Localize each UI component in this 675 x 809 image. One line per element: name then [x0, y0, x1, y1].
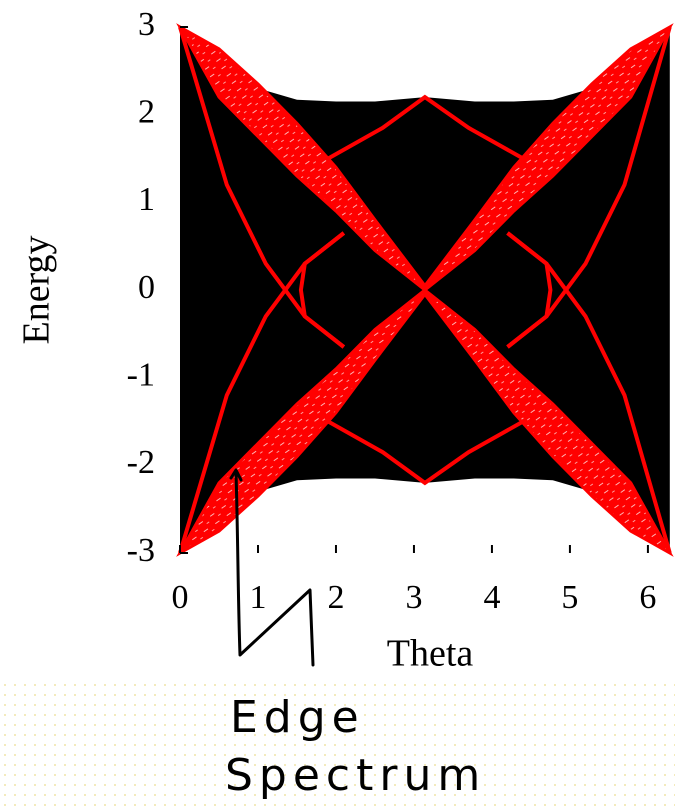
plot-area [180, 27, 670, 553]
x-tick-label: 6 [639, 579, 656, 616]
x-tick-label: 5 [561, 579, 578, 616]
x-tick-label: 4 [483, 579, 500, 616]
y-tick-label: -1 [127, 356, 155, 393]
x-axis-label: Theta [387, 633, 474, 675]
y-tick-label: -2 [127, 444, 155, 481]
y-tick-label: -3 [127, 532, 155, 569]
y-tick-label: 3 [138, 6, 155, 43]
x-tick-label: 2 [327, 579, 344, 616]
x-tick-label: 0 [172, 579, 189, 616]
y-tick-label: 1 [138, 181, 155, 218]
chart: Theta Energy EdgeSpectrum 0123456-3-2-10… [0, 0, 675, 809]
x-tick-label: 1 [249, 579, 266, 616]
y-tick-label: 2 [138, 93, 155, 130]
x-tick-label: 3 [405, 579, 422, 616]
y-axis-label: Energy [16, 235, 58, 344]
y-tick-label: 0 [138, 269, 155, 306]
